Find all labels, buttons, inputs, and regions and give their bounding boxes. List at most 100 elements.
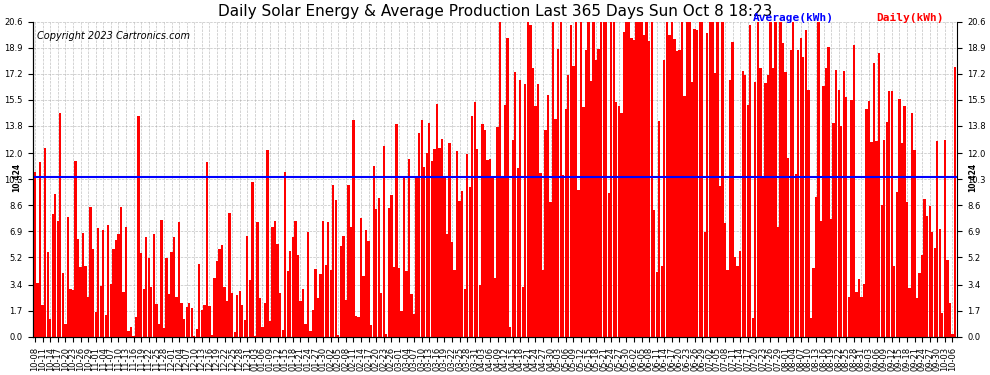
Bar — [686, 22, 688, 337]
Bar — [211, 336, 213, 337]
Bar — [281, 330, 284, 337]
Bar — [650, 22, 652, 337]
Bar — [540, 173, 542, 337]
Bar — [815, 197, 817, 337]
Bar — [636, 22, 638, 337]
Bar — [888, 92, 890, 337]
Bar — [660, 266, 663, 337]
Bar — [183, 319, 185, 337]
Bar — [201, 310, 203, 337]
Bar — [572, 66, 574, 337]
Bar — [461, 191, 463, 337]
Bar — [681, 22, 683, 337]
Bar — [190, 308, 193, 337]
Bar — [631, 38, 633, 337]
Bar — [820, 221, 822, 337]
Bar — [908, 288, 911, 337]
Bar — [722, 22, 724, 337]
Bar — [51, 214, 53, 337]
Bar — [198, 264, 200, 337]
Bar — [466, 154, 468, 337]
Bar — [623, 32, 625, 337]
Bar — [931, 232, 934, 337]
Bar — [413, 314, 415, 337]
Bar — [89, 207, 92, 337]
Bar — [818, 22, 820, 337]
Bar — [375, 209, 377, 337]
Bar — [224, 287, 226, 337]
Bar — [772, 68, 774, 337]
Bar — [354, 316, 357, 337]
Bar — [519, 80, 522, 337]
Bar — [206, 162, 208, 337]
Bar — [271, 227, 274, 337]
Bar — [50, 319, 51, 337]
Bar — [349, 227, 352, 337]
Bar — [893, 266, 896, 337]
Bar — [468, 187, 471, 337]
Bar — [668, 35, 670, 337]
Bar — [418, 132, 421, 337]
Bar — [946, 260, 948, 337]
Bar — [714, 74, 716, 337]
Bar — [926, 216, 929, 337]
Bar — [327, 222, 330, 337]
Text: Copyright 2023 Cartronics.com: Copyright 2023 Cartronics.com — [38, 31, 190, 41]
Bar — [117, 234, 120, 337]
Bar — [835, 70, 838, 337]
Bar — [112, 249, 115, 337]
Bar — [754, 82, 756, 337]
Bar — [847, 297, 850, 337]
Bar — [615, 102, 618, 337]
Bar — [613, 22, 615, 337]
Bar — [514, 72, 517, 337]
Bar — [580, 22, 582, 337]
Bar — [850, 100, 852, 337]
Bar — [643, 35, 645, 337]
Bar — [618, 105, 620, 337]
Bar — [737, 266, 739, 337]
Bar — [297, 255, 299, 337]
Bar — [400, 310, 403, 337]
Bar — [802, 57, 805, 337]
Bar — [921, 255, 924, 337]
Bar — [628, 22, 630, 337]
Bar — [398, 268, 400, 337]
Bar — [756, 22, 759, 337]
Bar — [266, 150, 268, 337]
Bar — [362, 276, 364, 337]
Bar — [838, 90, 840, 337]
Bar — [380, 293, 382, 337]
Text: 10.424: 10.424 — [968, 163, 977, 192]
Bar — [517, 168, 519, 337]
Bar — [312, 310, 314, 337]
Bar — [97, 228, 99, 337]
Bar — [886, 122, 888, 337]
Bar — [557, 50, 559, 337]
Bar — [732, 42, 734, 337]
Bar — [782, 44, 784, 337]
Bar — [903, 105, 906, 337]
Text: Daily(kWh): Daily(kWh) — [876, 13, 943, 23]
Bar — [251, 182, 253, 337]
Bar — [37, 283, 39, 337]
Bar — [595, 60, 597, 337]
Bar — [332, 185, 335, 337]
Bar — [216, 261, 218, 337]
Bar — [620, 112, 623, 337]
Bar — [229, 213, 231, 337]
Bar — [213, 278, 216, 337]
Bar — [655, 272, 658, 337]
Bar — [188, 303, 190, 337]
Bar — [244, 320, 246, 337]
Bar — [951, 334, 953, 337]
Bar — [784, 72, 787, 337]
Bar — [294, 221, 297, 337]
Bar — [377, 198, 380, 337]
Bar — [941, 314, 943, 337]
Bar — [107, 225, 110, 337]
Bar — [742, 71, 743, 337]
Bar — [444, 176, 446, 337]
Bar — [286, 270, 289, 337]
Bar — [434, 149, 436, 337]
